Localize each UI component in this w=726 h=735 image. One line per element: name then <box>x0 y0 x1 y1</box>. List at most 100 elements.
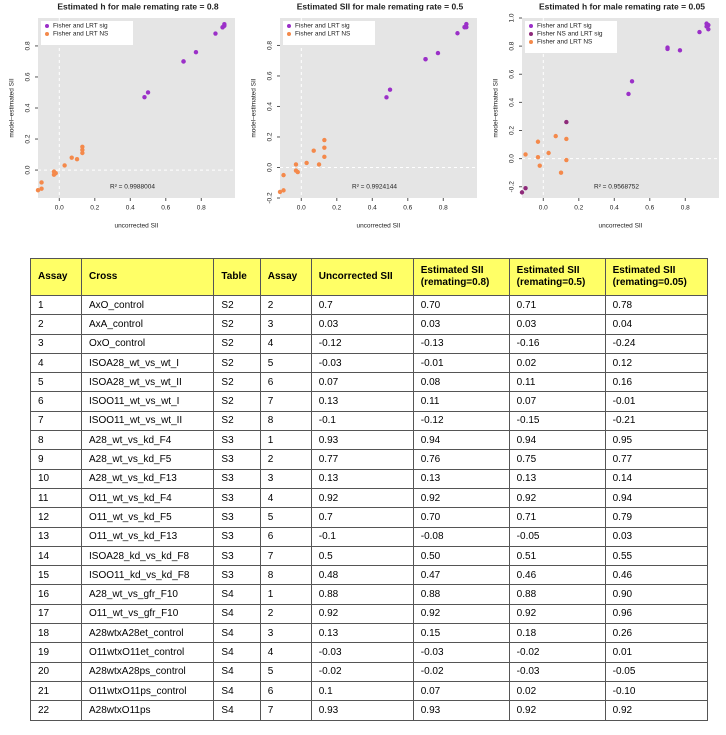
point <box>311 148 316 153</box>
table-cell: 0.55 <box>604 545 709 567</box>
table-row: 22 A28wtxO11ps S4 7 0.93 0.93 0.92 0.92 <box>30 700 709 721</box>
table-cell: 0.71 <box>508 294 606 316</box>
table-row: 18 A28wtxA28et_control S4 3 0.13 0.15 0.18 0.26 <box>30 623 709 644</box>
charts: Estimated h for male remating rate = 0.8… <box>9 1 719 230</box>
table-cell: 0.14 <box>604 468 709 489</box>
legend-box <box>525 21 617 53</box>
legend-label: Fisher and LRT NS <box>537 39 593 46</box>
point <box>387 87 393 92</box>
table-cell: 19 <box>30 642 82 663</box>
y-tick-label: 0.4 <box>509 97 516 106</box>
point <box>523 152 528 157</box>
table-cell: 0.92 <box>508 603 606 625</box>
header-cell: Uncorrected SII <box>310 258 414 296</box>
table-cell: -0.02 <box>508 642 606 663</box>
table-row: 5 ISOA28_wt_vs_wt_II S2 6 0.07 0.08 0.11 0.16 <box>30 372 709 393</box>
point <box>626 91 631 97</box>
table-cell: 0.46 <box>604 565 709 586</box>
table-cell: 0.11 <box>412 391 510 412</box>
table-cell: AxO_control <box>80 294 215 316</box>
table-cell: ISOA28_wt_vs_wt_I <box>80 352 215 374</box>
table-cell: S4 <box>213 584 261 605</box>
table-cell: 10 <box>30 468 82 489</box>
table-cell: ISOA28_wt_vs_wt_II <box>80 372 215 393</box>
table-cell: S4 <box>213 623 261 644</box>
table-cell: 0.75 <box>508 449 606 470</box>
table-cell: ISOO11_wt_vs_wt_II <box>80 410 215 432</box>
table-cell: A28_wt_vs_kd_F5 <box>80 449 215 470</box>
header-cell: Estimated SII (remating=0.8) <box>412 258 510 296</box>
table-cell: 0.96 <box>604 603 709 625</box>
table-cell: S2 <box>213 314 261 335</box>
table-cell: ISOO11_wt_vs_wt_I <box>80 391 215 412</box>
table-cell: 0.88 <box>508 584 606 605</box>
table-cell: ISOO11_kd_vs_kd_F8 <box>80 565 215 586</box>
table-cell: S4 <box>213 700 261 721</box>
table-row: 8 A28_wt_vs_kd_F4 S3 1 0.93 0.94 0.94 0.95 <box>30 430 709 451</box>
x-tick-label: 0.0 <box>297 205 306 212</box>
table-cell: S3 <box>213 545 261 567</box>
table-cell: 0.07 <box>412 680 510 702</box>
table-cell: 0.92 <box>412 603 510 625</box>
point <box>423 56 428 62</box>
point <box>537 163 542 168</box>
table-body: 1 AxO_control S2 2 0.7 0.70 0.71 0.78 2 AxA_contr… <box>30 294 709 721</box>
table-cell: 0.01 <box>604 642 709 663</box>
x-tick-label: 0.2 <box>332 205 341 212</box>
table-cell: S2 <box>213 333 261 354</box>
y-tick-label: 0.2 <box>509 126 516 135</box>
table-cell: 0.78 <box>604 294 709 316</box>
table-cell: 0.13 <box>310 468 414 489</box>
point <box>523 185 528 191</box>
table-cell: 0.1 <box>310 680 414 702</box>
y-tick-label: 0.2 <box>25 134 32 143</box>
table-cell: 0.03 <box>412 314 510 335</box>
point <box>39 180 44 185</box>
x-tick-label: 0.2 <box>574 205 583 212</box>
scatter-plot: Estimated SII for male remating rate = 0… <box>251 1 477 230</box>
point <box>142 94 147 100</box>
table-cell: 4 <box>259 333 312 354</box>
header-cell: Estimated SII (remating=0.05) <box>604 258 709 296</box>
x-tick-label: 0.4 <box>610 205 619 212</box>
table-cell: 2 <box>259 449 312 470</box>
table-cell: A28wtxA28et_control <box>80 623 215 644</box>
table-cell: -0.08 <box>412 526 510 547</box>
table-cell: 18 <box>30 623 82 644</box>
r-squared: R² = 0.9568752 <box>594 184 639 191</box>
point <box>322 145 327 150</box>
x-tick-label: 0.6 <box>403 205 412 212</box>
legend-marker <box>287 24 291 28</box>
table-cell: 5 <box>259 352 312 374</box>
table-cell: A28_wt_vs_kd_F13 <box>80 468 215 489</box>
table-cell: 21 <box>30 680 82 702</box>
table-cell: 0.71 <box>508 507 606 528</box>
x-axis-label: uncorrected SII <box>598 223 642 230</box>
table-cell: 7 <box>259 391 312 412</box>
table-cell: AxA_control <box>80 314 215 335</box>
table-cell: 3 <box>30 333 82 354</box>
table-cell: 8 <box>259 410 312 432</box>
table-row: 12 O11_wt_vs_kd_F5 S3 5 0.7 0.70 0.71 0.79 <box>30 507 709 528</box>
y-tick-label: 0.6 <box>267 71 274 80</box>
r-squared: R² = 0.9988004 <box>110 184 155 191</box>
table-row: 13 O11_wt_vs_kd_F13 S3 6 -0.1 -0.08 -0.05 0.03 <box>30 526 709 547</box>
y-axis-label: model–estimated SII <box>493 78 500 137</box>
table-cell: OxO_control <box>80 333 215 354</box>
point <box>145 90 151 95</box>
table-cell: 0.92 <box>310 603 414 625</box>
data-table: Assay Cross Table Assay Uncorrected SII Estim… <box>30 258 709 721</box>
table-row: 2 AxA_control S2 3 0.03 0.03 0.03 0.04 <box>30 314 709 335</box>
table-cell: S3 <box>213 526 261 547</box>
table-cell: -0.16 <box>508 333 606 354</box>
table-cell: 0.04 <box>604 314 709 335</box>
table-cell: 0.70 <box>412 294 510 316</box>
x-tick-label: 0.0 <box>55 205 64 212</box>
table-cell: 0.88 <box>310 584 414 605</box>
table-cell: 4 <box>30 352 82 374</box>
table-cell: -0.05 <box>604 661 709 682</box>
point <box>293 162 299 167</box>
table-cell: S2 <box>213 294 261 316</box>
point <box>677 48 683 53</box>
table-cell: S3 <box>213 487 261 509</box>
